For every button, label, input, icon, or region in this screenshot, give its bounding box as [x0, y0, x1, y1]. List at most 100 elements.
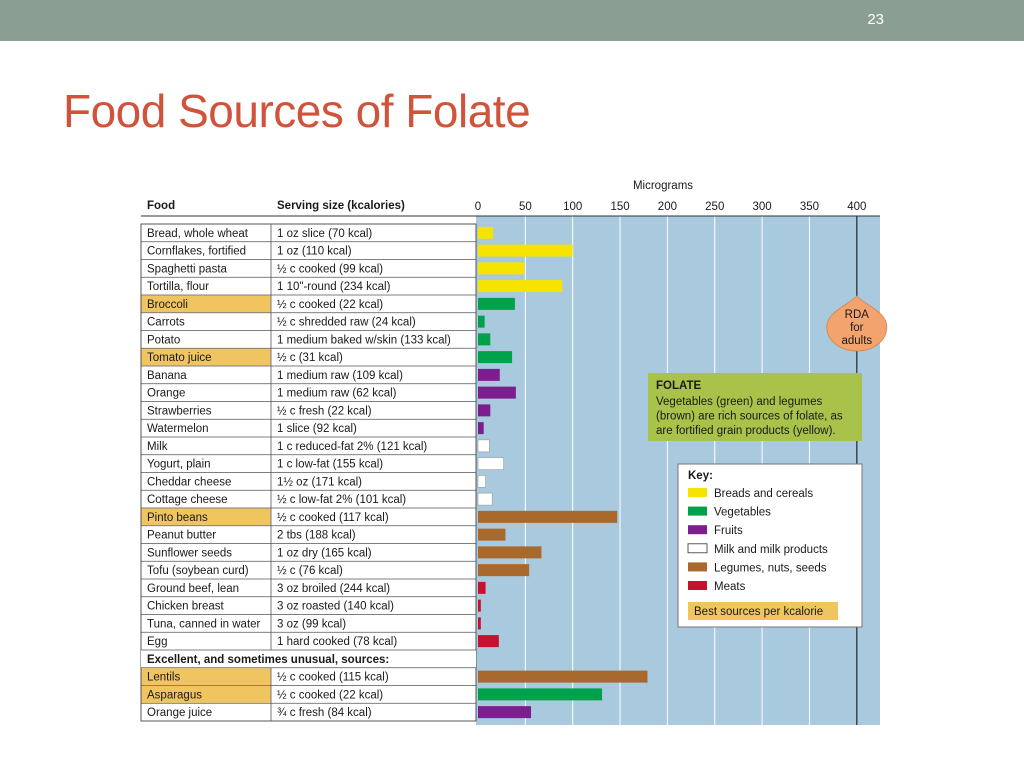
legend-swatch: [688, 525, 707, 535]
legend-title: Key:: [688, 470, 713, 482]
legend-best-label: Best sources per kcalorie: [694, 606, 823, 618]
legend-label: Vegetables: [714, 507, 771, 519]
serving-size: ½ c fresh (22 kcal): [277, 405, 372, 417]
bar: [478, 262, 525, 275]
serving-size: ½ c cooked (22 kcal): [277, 299, 383, 311]
legend-swatch: [688, 562, 707, 572]
column-header-food: Food: [147, 200, 175, 212]
rda-label: adults: [841, 335, 872, 347]
bar: [478, 635, 499, 648]
bar: [478, 617, 481, 630]
legend-label: Fruits: [714, 525, 743, 537]
serving-size: 1½ oz (171 kcal): [277, 476, 362, 488]
food-name: Watermelon: [147, 423, 209, 435]
bar: [478, 297, 515, 310]
folate-note-line: (brown) are rich sources of folate, as: [656, 411, 843, 423]
serving-size: 1 c reduced-fat 2% (121 kcal): [277, 441, 427, 453]
x-tick-label: 250: [705, 201, 724, 213]
bar: [478, 315, 485, 328]
rda-label: RDA: [845, 309, 870, 321]
food-name: Tortilla, flour: [147, 281, 209, 293]
food-name: Potato: [147, 334, 180, 346]
best-source-highlight: [141, 668, 271, 685]
serving-size: ½ c shredded raw (24 kcal): [277, 317, 416, 329]
bar: [478, 404, 491, 417]
food-name: Sunflower seeds: [147, 547, 232, 559]
food-name: Spaghetti pasta: [147, 263, 228, 275]
folate-note-line: Vegetables (green) and legumes: [656, 396, 822, 408]
x-tick-label: 150: [610, 201, 629, 213]
food-name: Chicken breast: [147, 601, 225, 613]
serving-size: 3 oz (99 kcal): [277, 618, 346, 630]
folate-note-line: are fortified grain products (yellow).: [656, 425, 836, 437]
food-name: Tomato juice: [147, 352, 212, 364]
serving-size: ¾ c fresh (84 kcal): [277, 707, 372, 719]
food-name: Cottage cheese: [147, 494, 228, 506]
column-header-serving: Serving size (kcalories): [277, 200, 405, 212]
legend-label: Milk and milk products: [714, 544, 828, 556]
slide-title: Food Sources of Folate: [63, 85, 531, 137]
legend-swatch: [688, 506, 707, 516]
legend-swatch: [688, 488, 707, 497]
bar: [477, 475, 486, 488]
serving-size: 1 c low-fat (155 kcal): [277, 459, 383, 471]
serving-size: ½ c cooked (22 kcal): [277, 689, 383, 701]
best-source-highlight: [141, 686, 271, 703]
serving-size: 3 oz roasted (140 kcal): [277, 601, 394, 613]
section-row: [141, 650, 476, 668]
food-name: Cornflakes, fortified: [147, 246, 246, 258]
food-name: Pinto beans: [147, 512, 208, 524]
bar: [477, 492, 493, 506]
serving-size: ½ c cooked (99 kcal): [277, 263, 383, 275]
bar: [478, 564, 530, 577]
bar: [478, 510, 618, 523]
legend-swatch: [688, 581, 707, 590]
serving-size: ½ c (76 kcal): [277, 565, 343, 577]
food-name: Tofu (soybean curd): [147, 565, 249, 577]
serving-size: 1 oz dry (165 kcal): [277, 547, 372, 559]
rda-label: for: [850, 322, 864, 334]
folate-note-title: FOLATE: [656, 380, 701, 392]
bar: [478, 386, 516, 399]
best-source-highlight: [141, 508, 271, 526]
bar: [478, 226, 494, 239]
slide-number: 23: [867, 11, 884, 28]
rda-marker: [826, 295, 888, 352]
food-name: Cheddar cheese: [147, 476, 231, 488]
serving-size: ½ c low-fat 2% (101 kcal): [277, 494, 406, 506]
serving-size: 2 tbs (188 kcal): [277, 530, 356, 542]
bar: [478, 351, 513, 364]
axis-title: Micrograms: [633, 180, 693, 192]
serving-size: ½ c cooked (117 kcal): [277, 512, 389, 524]
bar: [478, 368, 500, 381]
x-tick-label: 200: [658, 201, 677, 213]
legend-label: Legumes, nuts, seeds: [714, 562, 827, 574]
bar: [478, 422, 484, 435]
food-name: Banana: [147, 370, 187, 382]
bar: [478, 528, 506, 541]
serving-size: ½ c (31 kcal): [277, 352, 343, 364]
x-tick-label: 300: [753, 201, 772, 213]
legend-swatch: [687, 543, 708, 554]
food-name: Milk: [147, 441, 168, 453]
serving-size: 1 oz slice (70 kcal): [277, 228, 372, 240]
food-name: Orange: [147, 388, 185, 400]
bar: [477, 439, 490, 453]
bar: [478, 280, 563, 293]
bar: [478, 599, 481, 612]
food-name: Egg: [147, 636, 167, 648]
legend-label: Breads and cereals: [714, 488, 813, 500]
bar: [478, 670, 648, 683]
x-tick-label: 400: [847, 201, 866, 213]
food-name: Lentils: [147, 672, 180, 684]
legend-label: Meats: [714, 581, 746, 593]
food-name: Bread, whole wheat: [147, 228, 249, 240]
food-name: Ground beef, lean: [147, 583, 239, 595]
serving-size: 1 oz (110 kcal): [277, 246, 352, 258]
best-source-highlight: [141, 348, 271, 366]
bar: [478, 688, 603, 701]
top-bar: [0, 0, 1024, 41]
x-tick-label: 100: [563, 201, 582, 213]
bar: [478, 546, 542, 559]
